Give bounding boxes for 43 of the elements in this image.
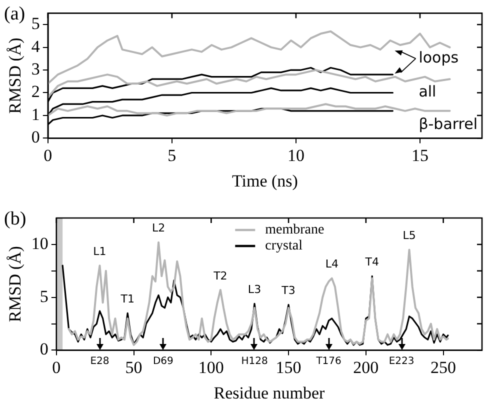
chart-title: (b) bbox=[4, 208, 26, 230]
y-axis-title: RMSD (Å) bbox=[6, 38, 25, 114]
annotation: L3 bbox=[248, 283, 262, 296]
annotation: all bbox=[418, 82, 436, 101]
x-tick-label: 250 bbox=[430, 358, 456, 377]
y-tick-label: 10 bbox=[31, 234, 48, 253]
annotation: T176 bbox=[315, 356, 342, 367]
y-tick-label: 0 bbox=[40, 340, 48, 359]
y-tick-label: 2 bbox=[31, 82, 40, 102]
legend-label: crystal bbox=[265, 238, 303, 254]
x-tick-label: 100 bbox=[198, 358, 224, 377]
y-tick-label: 3 bbox=[31, 59, 40, 78]
annotation: L5 bbox=[402, 229, 416, 242]
y-tick-label: 0 bbox=[31, 128, 40, 147]
annotation: D69 bbox=[152, 356, 174, 367]
annotation: loops bbox=[418, 48, 459, 66]
x-axis-title: Time (ns) bbox=[232, 171, 298, 190]
y-axis-title: RMSD (Å) bbox=[6, 246, 25, 322]
annotation: T2 bbox=[212, 269, 228, 282]
y-tick-label: 5 bbox=[31, 14, 40, 34]
annotation: T3 bbox=[280, 284, 296, 298]
legend-label: membrane bbox=[265, 222, 324, 238]
annotation: E223 bbox=[388, 356, 414, 367]
y-tick-label: 5 bbox=[40, 286, 48, 306]
annotation: L1 bbox=[93, 244, 106, 258]
annotation: H128 bbox=[241, 356, 268, 367]
x-axis-title: Residue number bbox=[214, 383, 326, 402]
annotation: E28 bbox=[90, 356, 110, 367]
annotation: L2 bbox=[152, 222, 166, 235]
y-tick-label: 1 bbox=[31, 104, 40, 124]
y-tick-label: 4 bbox=[31, 36, 40, 56]
x-tick-label: 5 bbox=[168, 146, 176, 165]
annotation: L4 bbox=[325, 258, 338, 271]
x-tick-label: 10 bbox=[287, 146, 304, 165]
x-tick-label: 150 bbox=[276, 358, 302, 377]
annotation: β-barrel bbox=[418, 114, 478, 133]
annotation: T4 bbox=[364, 256, 379, 269]
x-tick-label: 15 bbox=[411, 146, 428, 165]
annotation: T1 bbox=[120, 292, 134, 306]
x-tick-label: 50 bbox=[125, 358, 142, 377]
chart-title: (a) bbox=[4, 4, 26, 25]
x-tick-label: 200 bbox=[353, 358, 379, 377]
x-tick-label: 0 bbox=[52, 358, 61, 377]
